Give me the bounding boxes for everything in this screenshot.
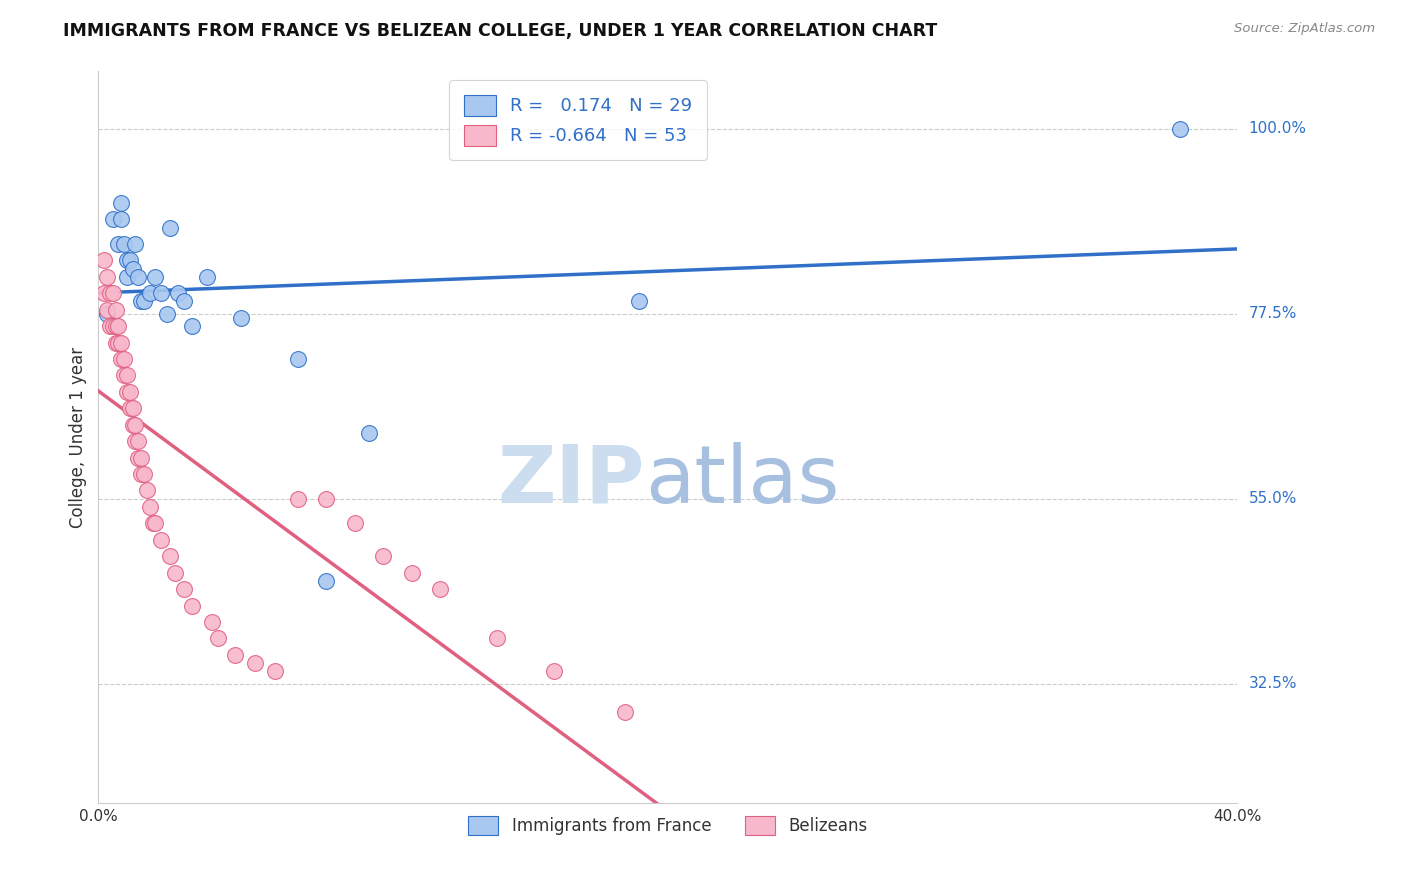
Point bbox=[98, 286, 121, 301]
Point bbox=[115, 269, 138, 284]
Point bbox=[107, 335, 129, 350]
Point bbox=[118, 384, 141, 399]
Point bbox=[156, 307, 179, 321]
Point bbox=[121, 261, 143, 276]
Point bbox=[118, 401, 141, 416]
Text: 40.0%: 40.0% bbox=[1213, 809, 1261, 824]
Point bbox=[181, 319, 204, 334]
Point bbox=[124, 236, 146, 251]
Point bbox=[110, 335, 132, 350]
Point bbox=[165, 566, 187, 580]
Point bbox=[124, 417, 146, 432]
Point bbox=[181, 599, 204, 613]
Point bbox=[167, 286, 190, 301]
Point bbox=[150, 286, 173, 301]
Text: ZIP: ZIP bbox=[498, 442, 645, 520]
Text: 32.5%: 32.5% bbox=[1249, 676, 1298, 691]
Point bbox=[96, 269, 118, 284]
Point bbox=[201, 615, 224, 629]
Point bbox=[115, 384, 138, 399]
Point bbox=[195, 269, 218, 284]
Point bbox=[101, 286, 124, 301]
Point bbox=[124, 434, 146, 449]
Point bbox=[1170, 121, 1192, 136]
Point bbox=[118, 253, 141, 268]
Point bbox=[101, 212, 124, 227]
Point bbox=[373, 549, 395, 564]
Point bbox=[101, 319, 124, 334]
Point bbox=[150, 533, 173, 547]
Point bbox=[112, 236, 135, 251]
Point bbox=[173, 582, 195, 596]
Point bbox=[129, 467, 152, 481]
Point bbox=[159, 220, 181, 235]
Point bbox=[121, 401, 143, 416]
Point bbox=[132, 294, 155, 309]
Text: atlas: atlas bbox=[645, 442, 839, 520]
Point bbox=[429, 582, 451, 596]
Point bbox=[141, 516, 163, 531]
Point bbox=[93, 253, 115, 268]
Point bbox=[357, 425, 380, 440]
Point bbox=[104, 335, 127, 350]
Point bbox=[264, 665, 287, 679]
Point bbox=[129, 450, 152, 465]
Point bbox=[229, 310, 252, 325]
Text: 100.0%: 100.0% bbox=[1249, 121, 1306, 136]
Point bbox=[104, 319, 127, 334]
Point bbox=[224, 648, 246, 662]
Point bbox=[315, 491, 337, 506]
Point bbox=[129, 294, 152, 309]
Point bbox=[628, 294, 651, 309]
Point bbox=[207, 632, 229, 646]
Point bbox=[96, 302, 118, 317]
Point bbox=[107, 236, 129, 251]
Point bbox=[159, 549, 181, 564]
Point bbox=[287, 491, 309, 506]
Point bbox=[138, 500, 160, 514]
Text: IMMIGRANTS FROM FRANCE VS BELIZEAN COLLEGE, UNDER 1 YEAR CORRELATION CHART: IMMIGRANTS FROM FRANCE VS BELIZEAN COLLE… bbox=[63, 22, 938, 40]
Text: 77.5%: 77.5% bbox=[1249, 306, 1298, 321]
Text: 55.0%: 55.0% bbox=[1249, 491, 1298, 507]
Point bbox=[115, 253, 138, 268]
Point bbox=[98, 319, 121, 334]
Legend: Immigrants from France, Belizeans: Immigrants from France, Belizeans bbox=[461, 809, 875, 842]
Point bbox=[127, 450, 149, 465]
Point bbox=[110, 212, 132, 227]
Text: Source: ZipAtlas.com: Source: ZipAtlas.com bbox=[1234, 22, 1375, 36]
Point bbox=[486, 632, 509, 646]
Point bbox=[614, 706, 637, 720]
Y-axis label: College, Under 1 year: College, Under 1 year bbox=[69, 346, 87, 528]
Point bbox=[401, 566, 423, 580]
Point bbox=[112, 351, 135, 366]
Point bbox=[173, 294, 195, 309]
Point bbox=[343, 516, 366, 531]
Point bbox=[287, 351, 309, 366]
Point bbox=[115, 368, 138, 383]
Point bbox=[132, 467, 155, 481]
Point bbox=[93, 286, 115, 301]
Point bbox=[110, 351, 132, 366]
Point bbox=[121, 417, 143, 432]
Point bbox=[104, 302, 127, 317]
Point bbox=[107, 319, 129, 334]
Point bbox=[243, 656, 266, 670]
Text: 0.0%: 0.0% bbox=[79, 809, 118, 824]
Point bbox=[315, 574, 337, 588]
Point bbox=[145, 516, 167, 531]
Point bbox=[145, 269, 167, 284]
Point bbox=[135, 483, 157, 498]
Point bbox=[543, 665, 565, 679]
Point bbox=[96, 307, 118, 321]
Point bbox=[127, 269, 149, 284]
Point bbox=[112, 368, 135, 383]
Point bbox=[138, 286, 160, 301]
Point bbox=[127, 434, 149, 449]
Point bbox=[110, 195, 132, 210]
